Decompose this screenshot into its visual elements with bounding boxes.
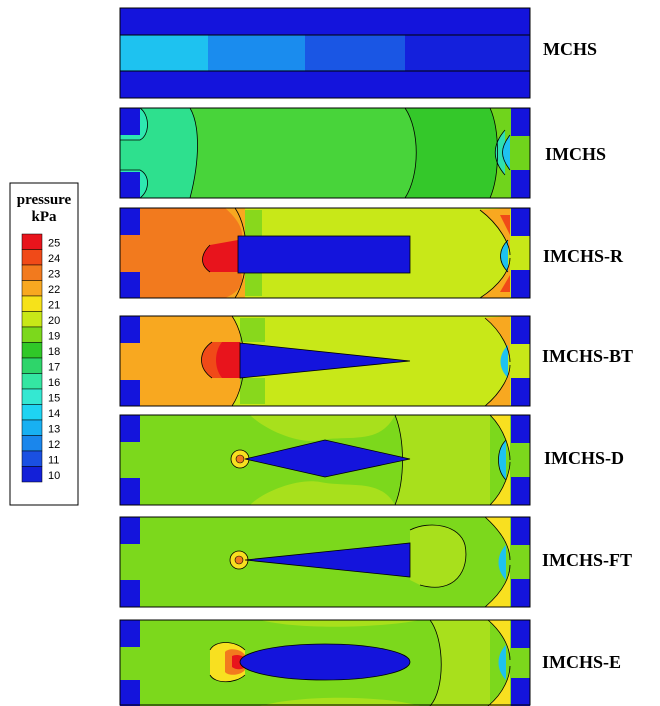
legend-swatch-24 bbox=[21, 249, 43, 266]
legend-label-10: 10 bbox=[48, 470, 60, 482]
legend-swatch-25 bbox=[21, 233, 43, 250]
legend-label-21: 21 bbox=[48, 300, 60, 312]
legend-label-12: 12 bbox=[48, 439, 60, 451]
legend-label-13: 13 bbox=[48, 424, 60, 436]
legend-label-18: 18 bbox=[48, 346, 60, 358]
ellipse-insert bbox=[239, 643, 411, 681]
legend-label-15: 15 bbox=[48, 393, 60, 405]
panel-label-imchs-d: IMCHS-D bbox=[544, 448, 624, 468]
legend-frame bbox=[9, 182, 79, 506]
legend-swatch-10 bbox=[21, 466, 43, 483]
legend-swatch-12 bbox=[21, 435, 43, 452]
imchs-ft-outline bbox=[119, 516, 531, 608]
forward-triangle-insert bbox=[244, 542, 411, 578]
legend-label-16: 16 bbox=[48, 377, 60, 389]
legend-swatch-19 bbox=[21, 326, 43, 343]
rectangular-insert bbox=[237, 235, 411, 274]
panel-imchs-bt: IMCHS-BT bbox=[119, 315, 633, 407]
legend-swatch-14 bbox=[21, 404, 43, 421]
legend-label-20: 20 bbox=[48, 315, 60, 327]
panel-label-imchs: IMCHS bbox=[545, 144, 606, 164]
legend-label-17: 17 bbox=[48, 362, 60, 374]
panel-imchs-d: IMCHS-D bbox=[119, 414, 624, 506]
blunt-triangle-insert bbox=[239, 342, 411, 379]
legend-swatch-11 bbox=[21, 450, 43, 467]
mchs-channel-segment bbox=[305, 35, 405, 71]
legend-swatch-18 bbox=[21, 342, 43, 359]
legend-title: pressure bbox=[17, 192, 72, 208]
legend-label-24: 24 bbox=[48, 253, 60, 265]
legend-swatch-17 bbox=[21, 357, 43, 374]
panel-label-mchs: MCHS bbox=[543, 39, 597, 59]
imchs-outline bbox=[119, 107, 531, 199]
panel-imchs-ft: IMCHS-FT bbox=[119, 516, 632, 608]
legend-label-22: 22 bbox=[48, 284, 60, 296]
imchs-e-outline bbox=[119, 619, 531, 706]
panel-label-imchs-ft: IMCHS-FT bbox=[542, 550, 632, 570]
legend-swatch-21 bbox=[21, 295, 43, 312]
legend-swatch-13 bbox=[21, 419, 43, 436]
legend-swatch-22 bbox=[21, 280, 43, 297]
legend-label-19: 19 bbox=[48, 331, 60, 343]
legend-swatch-20 bbox=[21, 311, 43, 328]
mchs-channel-segment bbox=[208, 35, 305, 71]
legend-label-14: 14 bbox=[48, 408, 60, 420]
mchs-outline bbox=[119, 7, 531, 99]
panel-label-imchs-bt: IMCHS-BT bbox=[542, 346, 633, 366]
imchs-r-outline bbox=[119, 207, 531, 299]
legend-swatch-16 bbox=[21, 373, 43, 390]
panel-imchs-e: IMCHS-E bbox=[119, 619, 621, 706]
legend-swatch-15 bbox=[21, 388, 43, 405]
diamond-insert bbox=[244, 439, 411, 478]
panel-label-imchs-e: IMCHS-E bbox=[542, 652, 621, 672]
legend-label-11: 11 bbox=[48, 455, 59, 467]
legend-label-23: 23 bbox=[48, 269, 60, 281]
legend-swatch-23 bbox=[21, 264, 43, 281]
imchs-d-outline bbox=[119, 414, 531, 506]
panel-imchs-r: IMCHS-R bbox=[119, 207, 624, 299]
pressure-legend: pressure kPa 25 24 23 22 21 20 19 18 17 16 15 14 13 1… bbox=[9, 182, 79, 506]
panel-mchs: MCHS bbox=[119, 7, 597, 99]
panel-imchs: IMCHS bbox=[119, 107, 606, 199]
legend-unit: kPa bbox=[31, 209, 57, 225]
mchs-channel-segment bbox=[405, 35, 530, 71]
legend-label-25: 25 bbox=[48, 238, 60, 250]
imchs-bt-outline bbox=[119, 315, 531, 407]
mchs-channel-segment bbox=[120, 35, 208, 71]
panel-label-imchs-r: IMCHS-R bbox=[543, 246, 624, 266]
